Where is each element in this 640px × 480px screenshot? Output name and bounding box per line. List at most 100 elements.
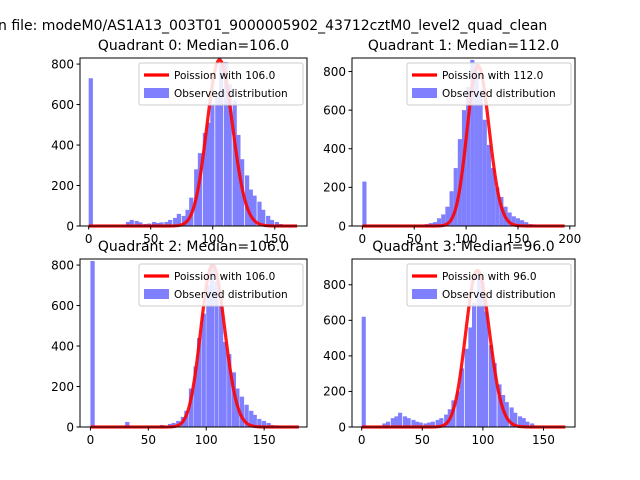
histogram-bar	[482, 119, 487, 226]
histogram-bar	[430, 421, 435, 427]
y-tick-label: 400	[323, 142, 346, 156]
legend-patch-swatch	[144, 289, 169, 299]
histogram-bar	[176, 213, 181, 226]
y-tick-label: 200	[51, 179, 74, 193]
histogram-bar	[168, 219, 173, 226]
histogram-bar	[492, 363, 497, 427]
histogram-bar	[201, 313, 206, 427]
histogram-bar	[88, 78, 93, 226]
x-tick-label: 200	[558, 232, 581, 246]
histogram-bar	[432, 222, 438, 226]
histogram-bar	[521, 418, 526, 427]
x-tick-label: 150	[532, 433, 555, 447]
y-tick-label: 200	[323, 385, 346, 399]
histogram-bar	[236, 134, 241, 226]
histogram-bar	[444, 414, 449, 427]
x-tick-label: 0	[358, 433, 366, 447]
histogram-bar	[406, 418, 411, 427]
y-tick-label: 800	[51, 57, 74, 71]
y-tick-label: 600	[51, 98, 74, 112]
histogram-bar	[474, 63, 479, 226]
histogram-bar	[490, 168, 496, 226]
y-tick-label: 600	[51, 299, 74, 313]
histogram-bar	[382, 423, 387, 427]
legend-label: Poission with 106.0	[174, 70, 275, 82]
x-tick-label: 0	[85, 232, 93, 246]
histogram-bar	[197, 153, 203, 226]
histogram-bar	[518, 416, 523, 427]
histogram-bar	[206, 122, 211, 226]
y-tick-label: 600	[323, 314, 346, 328]
histogram-bar	[223, 62, 229, 227]
histogram-bar	[227, 354, 232, 427]
legend-label: Poission with 106.0	[174, 271, 275, 283]
histogram-bar	[466, 86, 471, 226]
x-tick-label: 100	[455, 232, 478, 246]
x-tick-label: 100	[195, 433, 218, 447]
histogram-bar	[266, 215, 271, 226]
histogram-bar	[222, 341, 227, 427]
x-tick-label: 0	[359, 232, 367, 246]
histogram-bar	[456, 391, 461, 427]
histogram-bar	[449, 191, 454, 226]
histogram-bar	[471, 302, 477, 427]
y-tick-label: 0	[66, 420, 74, 434]
y-tick-label: 0	[66, 219, 74, 233]
subplot-title: Quadrant 0: Median=106.0	[98, 38, 289, 54]
histogram-bar	[209, 265, 214, 427]
histogram-bar	[239, 396, 245, 427]
x-tick-label: 150	[263, 232, 286, 246]
histogram-bar	[478, 90, 483, 227]
histogram-bar	[261, 209, 266, 226]
histogram-bar	[90, 261, 95, 427]
histogram-bar	[227, 84, 232, 226]
x-tick-label: 100	[471, 433, 494, 447]
histogram-bar	[435, 419, 440, 427]
histogram-bar	[164, 221, 169, 226]
legend-label: Observed distribution	[174, 88, 288, 100]
histogram-bar	[269, 219, 275, 226]
histogram-bar	[513, 412, 518, 427]
legend-patch-swatch	[144, 88, 169, 98]
histogram-bar	[390, 418, 395, 427]
histogram-bar	[215, 96, 220, 227]
histogram-bar	[248, 189, 253, 226]
histogram-bar	[151, 221, 157, 226]
y-tick-label: 400	[51, 339, 74, 353]
histogram-bar	[464, 348, 469, 427]
x-tick-label: 50	[415, 433, 430, 447]
histogram-bar	[415, 421, 420, 427]
histogram-bar	[530, 423, 535, 427]
x-tick-label: 150	[253, 433, 276, 447]
histogram-bar	[249, 410, 254, 427]
y-tick-label: 400	[323, 349, 346, 363]
histogram-bar	[418, 422, 423, 427]
histogram-bar	[125, 221, 131, 226]
histogram-bar	[171, 422, 176, 427]
x-tick-label: 50	[141, 433, 156, 447]
legend-box	[138, 263, 304, 307]
histogram-bar	[385, 421, 391, 427]
subplot-title: Quadrant 3: Median=96.0	[372, 239, 554, 255]
histogram-bar	[439, 418, 444, 427]
legend: Poission with 106.0 Observed distribution	[138, 62, 304, 106]
x-tick-label: 100	[201, 232, 224, 246]
histogram-bar	[252, 195, 257, 226]
histogram-bar	[193, 366, 198, 427]
legend: Poission with 96.0 Observed distribution	[406, 263, 572, 307]
legend-box	[406, 62, 572, 106]
legend-box	[138, 62, 304, 106]
histogram-bar	[257, 201, 262, 226]
subplot-0: 0 50 100 150 0 200 400 600 800 Quadrant 0: Median…	[51, 38, 308, 246]
histogram-bar	[515, 218, 521, 226]
histogram-bar	[497, 384, 502, 427]
histogram-bar	[134, 220, 139, 226]
histogram-bar	[511, 216, 516, 226]
y-tick-label: 800	[323, 278, 346, 292]
histogram-bar	[214, 281, 219, 427]
histogram-bar	[423, 423, 428, 427]
histogram-bar	[362, 181, 367, 226]
histogram-bar	[361, 316, 366, 427]
histogram-bar	[495, 187, 500, 226]
legend-label: Observed distribution	[442, 289, 556, 301]
